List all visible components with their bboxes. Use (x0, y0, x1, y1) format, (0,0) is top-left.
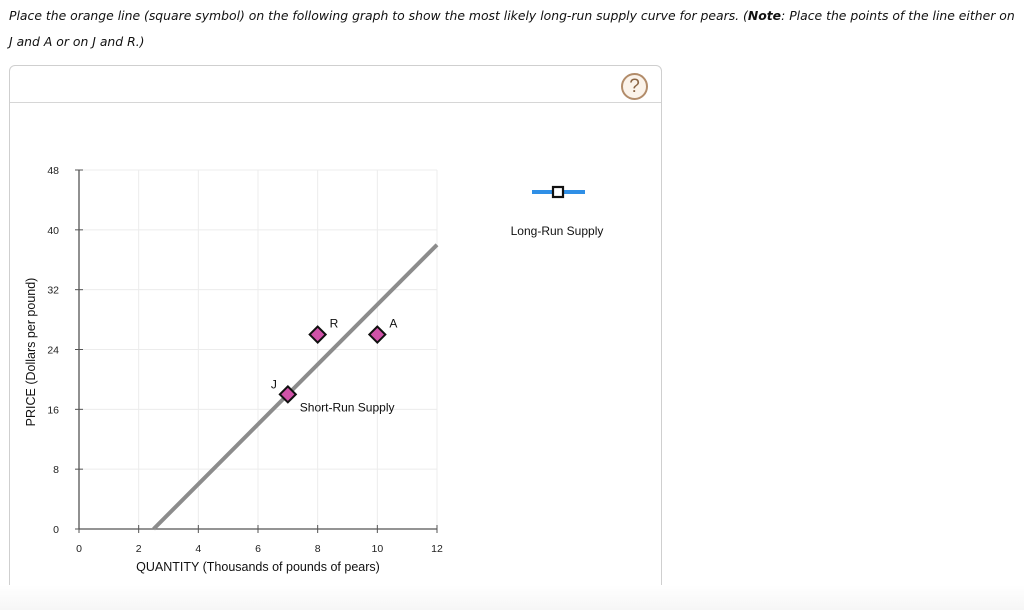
y-tick-label: 16 (47, 404, 59, 416)
square-marker-icon[interactable] (551, 185, 565, 199)
point-a-label: A (389, 317, 397, 331)
graph-panel: ? (9, 65, 662, 610)
question-mark-icon: ? (629, 76, 640, 97)
y-tick-label: 24 (47, 345, 59, 357)
y-tick-label: 48 (47, 165, 59, 177)
long-run-supply-tool[interactable] (532, 185, 585, 199)
y-tick-label: 0 (53, 524, 59, 536)
bottom-fade (0, 585, 1024, 610)
points: J R A (271, 317, 397, 404)
y-tick-label: 32 (47, 285, 59, 297)
grid-lines (79, 169, 438, 529)
instructions-text: Place the orange line (square symbol) on… (9, 3, 1019, 55)
y-axis-title: PRICE (Dollars per pound) (24, 278, 38, 427)
point-r-label: R (330, 317, 339, 331)
x-tick-label: 10 (371, 543, 383, 555)
x-tick-label: 2 (136, 543, 142, 555)
help-button[interactable]: ? (621, 73, 648, 100)
x-axis-title: QUANTITY (Thousands of pounds of pears) (136, 560, 380, 574)
x-tick-label: 6 (255, 543, 261, 555)
short-run-supply-line[interactable] (152, 243, 439, 531)
x-tick-label: 12 (431, 543, 443, 555)
x-tick-label: 0 (76, 543, 82, 555)
short-run-supply-label: Short-Run Supply (300, 400, 395, 414)
point-a-diamond-icon[interactable] (367, 325, 387, 344)
note-label: Note (747, 8, 782, 23)
panel-header: ? (10, 66, 661, 103)
x-tick-label: 4 (195, 543, 201, 555)
point-j-label: J (271, 377, 277, 391)
axes (75, 169, 438, 533)
instructions-part1: Place the orange line (square symbol) on… (9, 8, 748, 23)
y-tick-label: 8 (53, 464, 59, 476)
y-tick-label: 40 (47, 225, 59, 237)
point-r-diamond-icon[interactable] (308, 325, 328, 344)
point-j-diamond-icon[interactable] (278, 384, 298, 404)
x-tick-label: 8 (315, 543, 321, 555)
long-run-supply-tool-label: Long-Run Supply (511, 224, 604, 238)
instructions-part2: : Place the points of the line either on… (9, 8, 1015, 49)
